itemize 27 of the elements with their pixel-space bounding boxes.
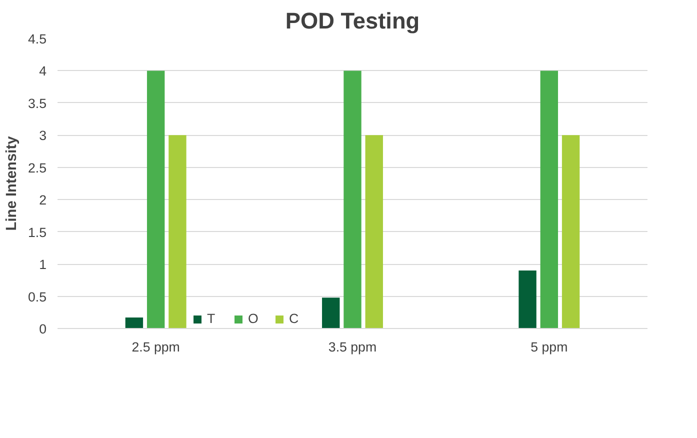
bar [365, 135, 383, 328]
y-axis-title: Line Intensity [4, 135, 20, 231]
y-tick-label: 0.5 [28, 289, 47, 304]
y-tick-label: 4.5 [28, 32, 47, 46]
y-tick-label: 2.5 [28, 160, 47, 176]
y-tick-label: 3 [39, 128, 47, 144]
bar [562, 135, 580, 328]
bar [146, 70, 165, 328]
y-tick-label: 3.5 [28, 96, 47, 111]
chart-title: POD Testing [285, 8, 420, 34]
y-tick-label: 4 [39, 64, 48, 79]
legend-label: O [248, 311, 260, 326]
x-tick-label: 5 ppm [530, 340, 568, 354]
x-tick-label: 3.5 ppm [328, 340, 377, 354]
y-tick-label: 1.5 [28, 224, 47, 240]
bar [322, 298, 340, 328]
legend-label: T [207, 311, 216, 326]
bar [125, 318, 144, 328]
bar [540, 70, 558, 328]
x-tick-label: 2.5 ppm [132, 340, 180, 354]
bar [518, 270, 536, 328]
legend-label: C [289, 311, 300, 326]
y-tick-label: 0 [39, 322, 47, 336]
bar [168, 135, 186, 328]
y-tick-label: 1 [39, 257, 47, 272]
y-tick-label: 2 [39, 192, 47, 208]
bar [344, 70, 362, 328]
